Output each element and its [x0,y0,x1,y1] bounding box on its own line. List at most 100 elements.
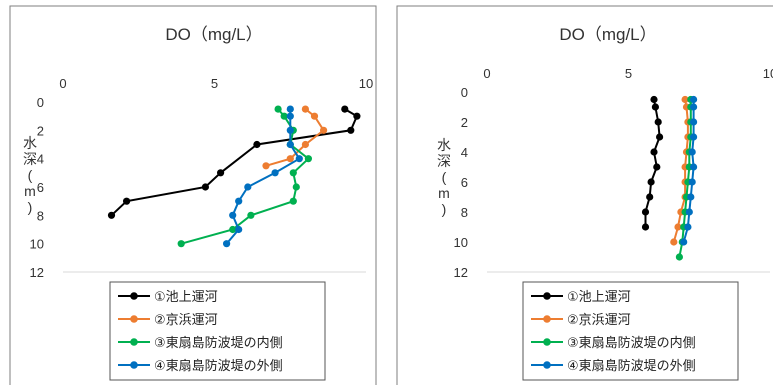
data-point [320,126,328,134]
legend-swatch-marker [543,292,551,300]
series-line [644,99,661,227]
legend-swatch-marker [130,292,138,300]
y-tick-label: 2 [37,123,44,138]
legend: ①池上運河 ②京浜運河 ③東扇島防波堤の内側 ④東扇島防波堤の外側 [109,281,326,381]
legend-swatch-marker [130,338,138,346]
x-tick-label: 10 [359,76,373,91]
data-point [690,95,698,104]
data-point [271,169,279,177]
y-axis-label-char: 深 [23,151,37,167]
data-point [286,126,294,134]
data-point [688,148,696,156]
data-point [301,140,309,149]
data-point [681,95,689,104]
data-point [286,105,294,113]
data-point [229,225,237,234]
data-point [235,225,243,234]
do-depth-chart-left: DO（mg/L） 水深(m) 0 5 10 0 2 4 6 8 10 12 ①池上運河 ②京浜運河 ③… [9,5,377,385]
legend-swatch-marker [130,315,138,323]
y-axis-label-char: ( [442,169,447,185]
data-point [223,240,231,248]
chart-title: DO（mg/L） [165,25,262,44]
data-point [201,183,209,191]
data-point [262,162,270,170]
data-point [280,112,288,120]
data-point [656,133,664,141]
data-point [304,155,312,163]
y-tick-label: 0 [461,85,468,100]
y-axis-label-char: m [438,185,450,201]
y-tick-label: 12 [30,265,44,280]
y-axis-label-char: 深 [437,153,451,169]
x-tick-label: 0 [483,66,490,81]
data-point [289,169,297,177]
y-tick-label: 6 [37,180,44,195]
data-point [646,193,654,201]
data-point [690,118,698,126]
data-point [650,148,658,156]
data-point [690,163,698,171]
y-axis-label-char: ) [28,199,33,215]
data-point [688,178,696,186]
data-point [217,169,225,177]
y-axis-label-char: ) [442,201,447,217]
data-point [650,95,658,104]
legend-entry-label: ①池上運河 [567,289,631,304]
legend-entry-label: ③東扇島防波堤の内側 [567,335,696,350]
data-point [687,193,695,201]
y-axis-label-char: m [24,183,36,199]
data-point [641,208,650,216]
data-point [684,223,692,231]
data-point [347,126,355,134]
data-point [286,140,294,149]
data-point [670,238,678,246]
y-axis-label: 水深(m) [437,137,451,217]
y-tick-label: 6 [461,175,468,190]
data-point [641,223,650,231]
data-point [244,183,252,191]
y-tick-label: 2 [461,115,468,130]
y-axis-label-char: ( [28,167,33,183]
data-point [301,105,309,113]
data-point [292,183,300,191]
legend-entry-label: ④東扇島防波堤の外側 [567,358,696,373]
y-axis-label-char: 水 [23,135,37,151]
data-point [647,178,655,186]
data-point [674,223,682,231]
data-point [341,105,349,113]
data-point [654,118,662,126]
data-point [274,105,282,113]
legend-entry-label: ②京浜運河 [567,312,631,327]
do-depth-chart-right: DO（mg/L） 水深(m) 0 5 10 0 2 4 6 8 10 12 ①池上運河 ②京浜運河 ③… [396,5,773,385]
chart-panel-right: DO（mg/L） 水深(m) 0 5 10 0 2 4 6 8 10 12 ①池上運河 ②京浜運河 ③… [387,0,773,385]
legend-swatch-marker [543,361,551,369]
data-point [651,103,659,111]
y-axis-label-char: 水 [437,137,451,153]
legend-entry-label: ④東扇島防波堤の外側 [154,358,283,373]
x-tick-label: 0 [59,76,66,91]
y-tick-label: 4 [37,152,44,167]
data-point [690,103,698,111]
x-tick-label: 5 [625,66,632,81]
data-point [680,238,688,246]
legend-entry-label: ③東扇島防波堤の内側 [154,335,283,350]
y-axis-label: 水深(m) [23,135,37,215]
plot-area: 0 5 10 0 2 4 6 8 10 12 [454,66,773,280]
legend-box [522,281,739,381]
chart-panel-left: DO（mg/L） 水深(m) 0 5 10 0 2 4 6 8 10 12 ①池上運河 ②京浜運河 ③… [0,0,384,385]
x-tick-label: 10 [763,66,773,81]
data-point [177,240,185,248]
legend-entry-label: ①池上運河 [154,289,218,304]
legend-swatch-marker [543,338,551,346]
chart-title: DO（mg/L） [559,25,656,44]
data-point [353,112,361,120]
y-tick-label: 8 [461,205,468,220]
y-tick-label: 12 [454,265,468,280]
y-tick-label: 10 [454,235,468,250]
y-tick-label: 4 [461,145,468,160]
legend-swatch-marker [543,315,551,323]
legend-box [109,281,326,381]
legend-entry-label: ②京浜運河 [154,312,218,327]
data-point [229,211,237,219]
data-point [310,112,319,120]
